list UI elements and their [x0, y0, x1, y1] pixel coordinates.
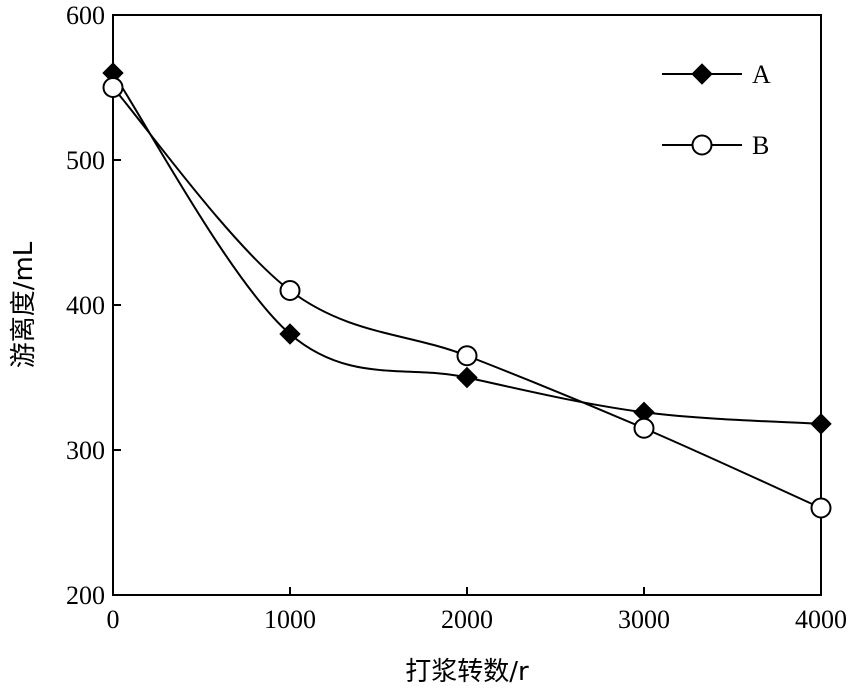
x-tick-label: 4000 [795, 605, 847, 634]
x-axis-label: 打浆转数/r [405, 657, 529, 687]
legend-label-a: A [752, 60, 771, 89]
series-layer [102, 62, 832, 519]
series-b-point [102, 77, 124, 98]
x-tick-label: 0 [107, 605, 120, 634]
series-a-point [810, 413, 832, 435]
series-b-point [633, 417, 655, 439]
y-axis-label: 游离度/mL [9, 241, 39, 368]
series-a-line [112, 72, 822, 425]
series-a [102, 62, 832, 435]
y-tick-label: 600 [66, 1, 105, 30]
series-a-point [456, 366, 478, 389]
plot-frame [112, 14, 822, 596]
x-tick-label: 3000 [618, 605, 670, 634]
legend-marker-a [691, 63, 713, 85]
series-b-line [112, 86, 822, 509]
series-b-point [810, 497, 832, 519]
series-b-point [456, 345, 478, 367]
legend-marker-b [691, 134, 713, 156]
axis-ticks: 0 1000 2000 3000 4000 200 300 400 500 600 [66, 1, 847, 634]
x-tick-label: 2000 [441, 605, 493, 634]
y-tick-label: 500 [66, 146, 105, 175]
y-tick-label: 200 [66, 581, 105, 610]
legend-label-b: B [752, 131, 769, 160]
legend-item-b: B [662, 131, 769, 160]
y-tick-label: 300 [66, 436, 105, 465]
x-tick-label: 1000 [264, 605, 316, 634]
series-b [102, 77, 832, 519]
legend: AB [662, 60, 771, 160]
series-b-point [279, 280, 301, 301]
legend-item-a: A [662, 60, 771, 89]
y-tick-label: 400 [66, 291, 105, 320]
series-a-point [279, 323, 301, 345]
